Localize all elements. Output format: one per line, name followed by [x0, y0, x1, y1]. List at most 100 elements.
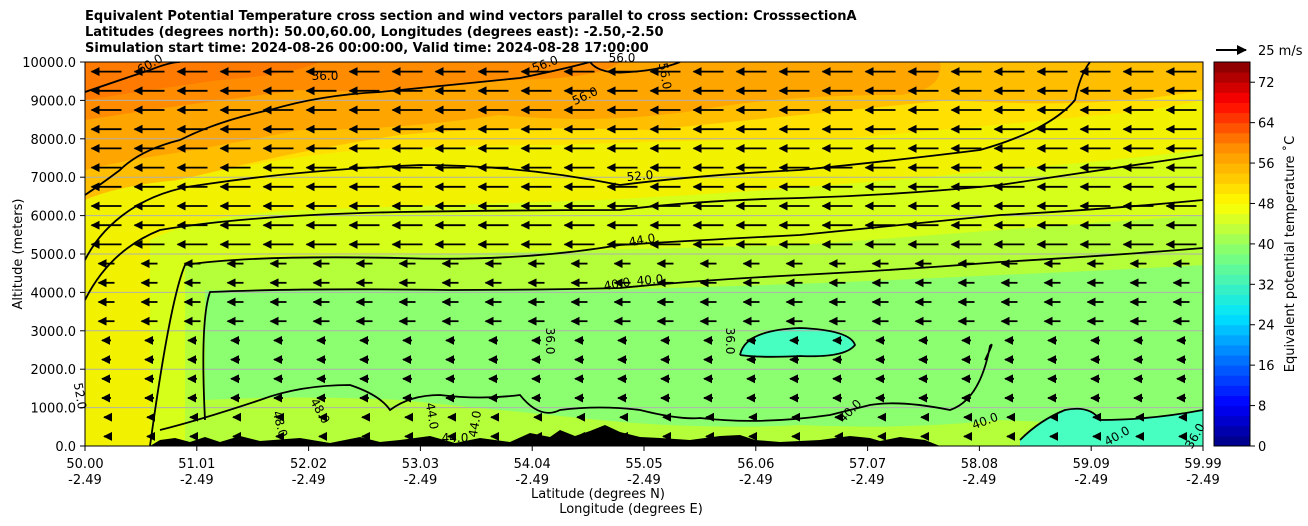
y-tick-label: 9000.0: [31, 94, 77, 109]
x-tick-label-lon: -2.49: [963, 473, 997, 488]
x-tick-label-lat: 56.06: [737, 457, 774, 472]
colorbar-tick-label: 8: [1258, 400, 1266, 415]
x-tick-label-lat: 59.09: [1073, 457, 1110, 472]
colorbar-tick-label: 16: [1258, 359, 1275, 374]
contour-label: 44.0: [466, 410, 484, 439]
colorbar-tick-label: 32: [1258, 278, 1275, 293]
x-tick-label-lon: -2.49: [404, 473, 438, 488]
contour-36: [739, 327, 857, 358]
colorbar-band: [1214, 274, 1250, 285]
y-tick-label: 3000.0: [31, 325, 77, 340]
y-tick-label: 10000.0: [22, 56, 76, 71]
x-axis-label-lon: Longitude (degrees E): [559, 502, 703, 517]
colorbar-band: [1214, 304, 1250, 316]
contour-label: 56.0: [656, 62, 674, 91]
x-tick-label-lon: -2.49: [515, 473, 549, 488]
x-tick-label-lon: -2.49: [180, 473, 214, 488]
y-tick-label: 7000.0: [31, 171, 77, 186]
colorbar-band: [1214, 344, 1250, 356]
colorbar-band: [1214, 152, 1250, 164]
colorbar-band: [1214, 243, 1250, 255]
colorbar-band: [1214, 132, 1250, 144]
colorbar-band: [1214, 173, 1250, 184]
colorbar-band: [1214, 375, 1250, 386]
colorbar-band: [1214, 284, 1250, 295]
y-axis-label: Altitude (meters): [11, 199, 26, 310]
colorbar-band: [1214, 72, 1250, 83]
chart-title-line-2: Latitudes (degrees north): 50.00,60.00, …: [85, 25, 664, 40]
chart-title-line-3: Simulation start time: 2024-08-26 00:00:…: [85, 41, 649, 56]
chart-title-line-1: Equivalent Potential Temperature cross s…: [85, 9, 857, 24]
contour-label: 40.0: [636, 272, 664, 288]
colorbar-frame: [1213, 61, 1251, 447]
colorbar-band: [1214, 233, 1250, 245]
x-axis: 50.00-2.4951.01-2.4952.02-2.4953.03-2.49…: [66, 446, 1222, 488]
colorbar-tick-label: 72: [1258, 76, 1275, 91]
x-tick-label-lon: -2.49: [292, 473, 326, 488]
contour-label: 36.0: [543, 328, 557, 355]
colorbar-band: [1214, 334, 1250, 346]
x-tick-label-lat: 50.00: [66, 457, 103, 472]
x-tick-label-lon: -2.49: [1074, 473, 1108, 488]
colorbar: 0 8 16 24 32 40 48 56 64 72: [1213, 61, 1275, 455]
x-tick-label-lon: -2.49: [627, 473, 661, 488]
x-tick-label-lat: 54.04: [514, 457, 551, 472]
colorbar-band: [1214, 213, 1250, 225]
contour-36b: [1019, 407, 1203, 441]
x-tick-label-lat: 51.01: [178, 457, 215, 472]
x-tick-label-lat: 55.05: [625, 457, 662, 472]
y-tick-label: 0.0: [55, 440, 76, 455]
grid-lines: [85, 99, 1203, 409]
y-tick-label: 8000.0: [31, 133, 77, 148]
colorbar-band: [1214, 62, 1250, 73]
y-axis: 0.0 1000.0 2000.0 3000.0 4000.0 5000.0 6000.0 7…: [22, 56, 85, 455]
colorbar-band: [1214, 264, 1250, 275]
contour-label: 56.0: [609, 51, 636, 65]
colorbar-band: [1214, 102, 1250, 114]
y-tick-label: 6000.0: [31, 210, 77, 225]
x-tick-label-lat: 52.02: [290, 457, 327, 472]
x-tick-label-lat: 53.03: [402, 457, 439, 472]
x-tick-label-lon: -2.49: [68, 473, 102, 488]
colorbar-band: [1214, 355, 1250, 366]
contour-label: 36.0: [723, 328, 737, 355]
colorbar-band: [1214, 254, 1250, 265]
colorbar-tick-label: 24: [1258, 319, 1275, 334]
colorbar-band: [1214, 112, 1250, 124]
colorbar-band: [1214, 425, 1250, 437]
y-tick-label: 2000.0: [31, 363, 77, 378]
colorbar-band: [1214, 183, 1250, 194]
colorbar-band: [1214, 193, 1250, 204]
colorbar-band: [1214, 405, 1250, 417]
contour-label: 48.0: [270, 409, 290, 438]
x-tick-label-lat: 57.07: [849, 457, 886, 472]
colorbar-band: [1214, 203, 1250, 215]
colorbar-band: [1214, 415, 1250, 427]
contour-label: 52.0: [626, 168, 654, 184]
contour-label: 44.0: [423, 402, 441, 431]
contour-56: [85, 62, 591, 196]
colorbar-band: [1214, 385, 1250, 396]
colorbar-label: Equivalent potential temperature ˚C: [1282, 136, 1298, 372]
terrain: [150, 425, 940, 446]
colorbar-tick-label: 48: [1258, 197, 1275, 212]
x-tick-label-lat: 59.99: [1184, 457, 1221, 472]
y-tick-label: 5000.0: [31, 248, 77, 263]
x-axis-label-lat: Latitude (degrees N): [531, 487, 665, 502]
colorbar-tick-label: 0: [1258, 440, 1266, 455]
y-tick-label: 4000.0: [31, 286, 77, 301]
colorbar-band: [1214, 435, 1250, 447]
contour-40-low: [159, 343, 993, 431]
colorbar-band: [1214, 365, 1250, 376]
colorbar-band: [1214, 92, 1250, 103]
colorbar-band: [1214, 324, 1250, 336]
x-tick-label-lat: 58.08: [961, 457, 998, 472]
colorbar-band: [1214, 163, 1250, 174]
colorbar-tick-label: 40: [1258, 238, 1275, 253]
colorbar-band: [1214, 314, 1250, 326]
wind-vectors: [90, 67, 1197, 441]
colorbar-band: [1214, 82, 1250, 93]
y-tick-label: 1000.0: [31, 402, 77, 417]
colorbar-tick-label: 56: [1258, 157, 1275, 172]
